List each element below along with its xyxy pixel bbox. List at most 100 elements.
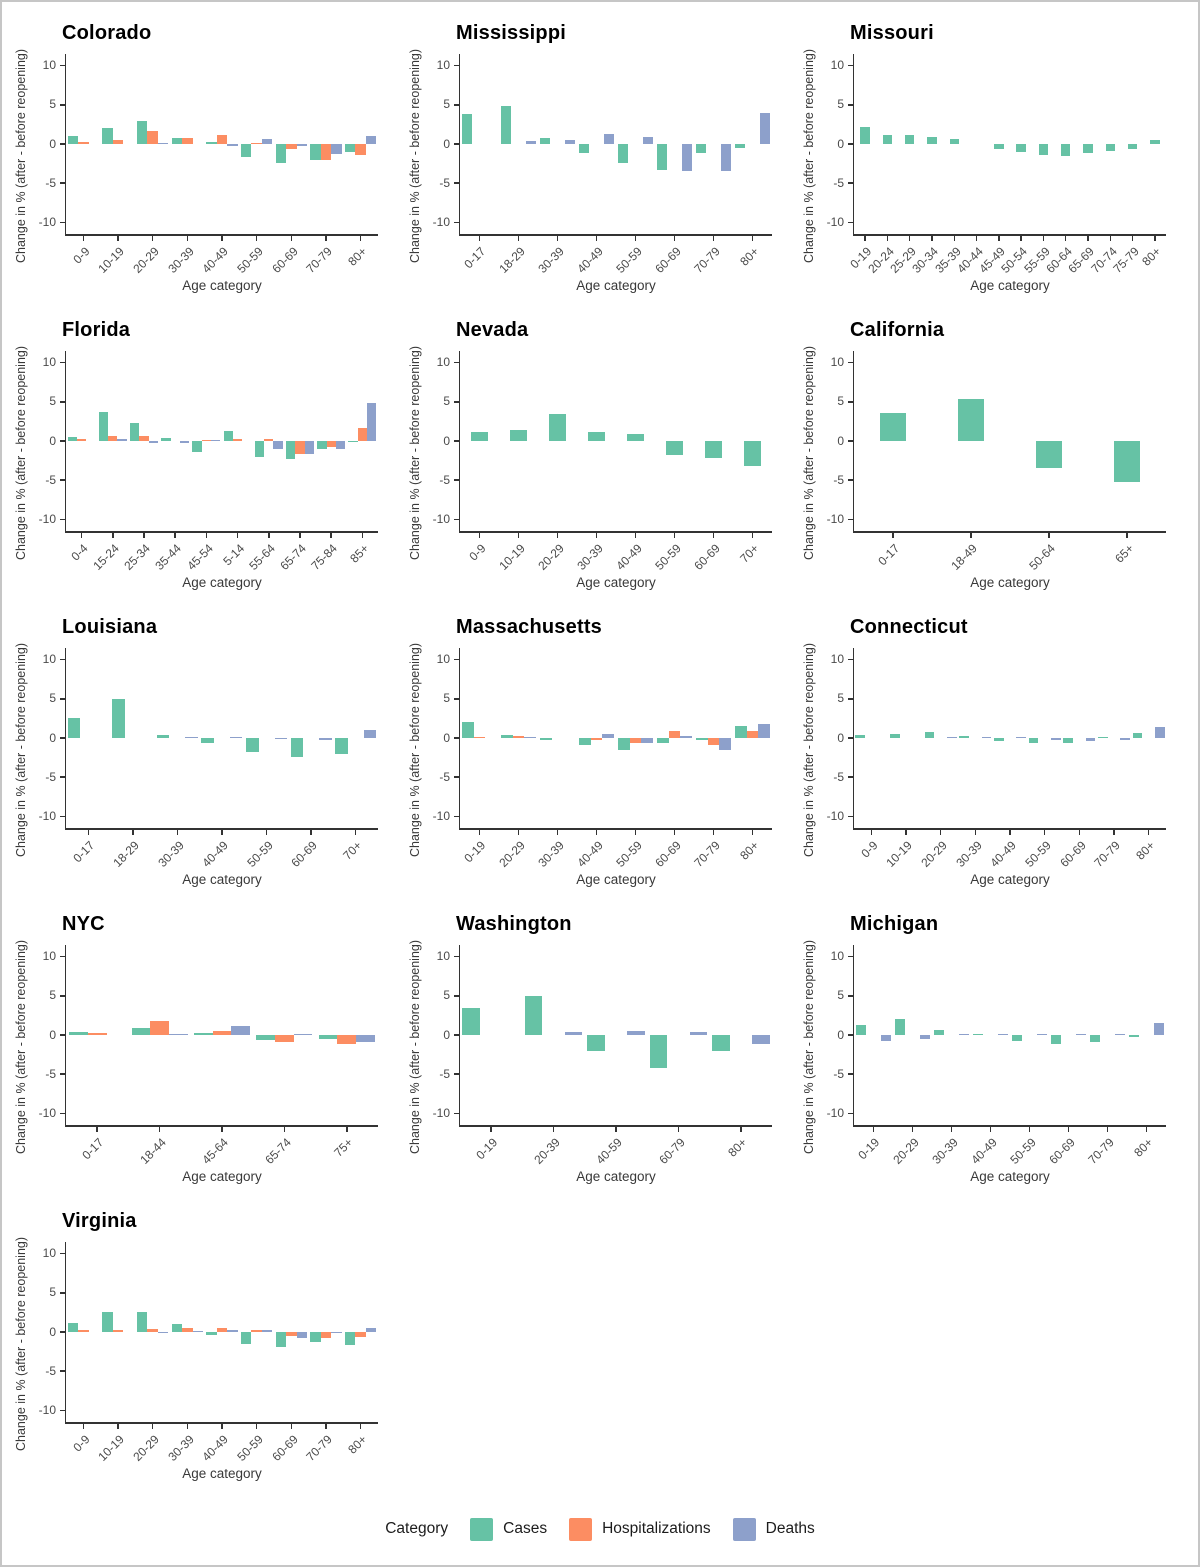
x-tick-mark [221, 829, 223, 835]
bar-deaths [603, 133, 615, 144]
bar-cases [1038, 144, 1049, 155]
x-tick-mark [1043, 829, 1046, 835]
x-tick-mark [346, 1126, 348, 1132]
x-tick-mark [911, 1126, 914, 1132]
x-tick-label: 0-19 [473, 1135, 501, 1163]
x-tick-mark [908, 235, 911, 241]
x-tick-mark [712, 235, 715, 241]
y-tick-mark [59, 518, 65, 520]
x-tick-mark [255, 1423, 258, 1429]
bar-cases [705, 441, 722, 459]
x-axis-line [852, 531, 1166, 533]
bar-deaths [564, 140, 576, 144]
bar-deaths [689, 1031, 708, 1035]
y-tick-label: -5 [45, 1066, 56, 1081]
bar-cases [69, 1032, 88, 1035]
bar-cases [254, 441, 265, 458]
x-tick-mark [615, 1126, 617, 1132]
y-tick-mark [59, 1409, 65, 1411]
x-tick-label: 20-29 [890, 1135, 922, 1167]
y-tick-mark [59, 440, 65, 442]
y-tick-label: 10 [830, 355, 844, 370]
x-tick-mark [151, 1423, 154, 1429]
y-axis-line [458, 54, 460, 236]
x-tick-mark [870, 829, 873, 835]
bar-deaths [720, 144, 732, 171]
x-tick-label: 60-69 [268, 1432, 301, 1464]
bar-cases [695, 738, 708, 740]
x-tick-label: 70-79 [691, 838, 723, 870]
y-tick-label: -5 [439, 175, 450, 190]
bar-deaths [958, 1033, 970, 1035]
x-tick-mark [556, 829, 559, 835]
x-tick-mark [1048, 532, 1050, 538]
y-tick-mark [453, 737, 459, 739]
legend-label-cases: Cases [503, 1520, 548, 1537]
x-tick-mark [1131, 235, 1134, 241]
y-tick-mark [453, 955, 459, 958]
x-tick-mark [712, 532, 715, 538]
bar-cases [1011, 1035, 1023, 1042]
x-tick-label: 50-64 [1026, 541, 1059, 573]
bar-cases [649, 1035, 668, 1068]
panel-title: Missouri [850, 22, 934, 44]
bar-deaths [211, 439, 221, 441]
bar-hospitalizations [232, 438, 243, 441]
x-tick-mark [751, 235, 754, 241]
bar-deaths [759, 113, 771, 144]
y-tick-mark [847, 440, 853, 442]
bar-cases [539, 738, 552, 741]
x-tick-label: 80+ [1133, 838, 1158, 863]
bar-cases [246, 738, 259, 753]
bar-cases [156, 734, 170, 738]
y-tick-mark [59, 143, 65, 145]
panel-florida: Florida Change in % (after - before reope… [10, 305, 404, 602]
panel-title: California [850, 319, 945, 341]
bar-cases [317, 441, 327, 449]
x-tick-label: 70-79 [691, 244, 723, 276]
bar-deaths [752, 1035, 770, 1045]
x-axis-label: Age category [182, 1169, 262, 1184]
x-tick-mark [905, 829, 907, 835]
y-tick-mark [453, 1073, 459, 1075]
bar-cases [241, 1332, 252, 1344]
y-tick-label: 5 [837, 97, 844, 112]
bar-deaths [148, 441, 159, 444]
bar-cases [1083, 144, 1093, 154]
bar-cases [860, 126, 870, 144]
y-tick-mark [453, 104, 459, 106]
x-tick-label: 80+ [345, 244, 370, 269]
x-axis-line [64, 234, 378, 236]
x-tick-mark [87, 829, 90, 835]
y-axis-label: Change in % (after - before reopening) [14, 940, 28, 1155]
y-tick-label: 0 [443, 730, 450, 745]
bar-cases [192, 441, 202, 452]
x-tick-mark [174, 532, 176, 538]
x-axis-line [458, 1125, 772, 1127]
x-tick-label: 10-19 [95, 244, 128, 276]
y-axis-line [852, 54, 854, 236]
y-tick-mark [59, 64, 65, 67]
x-tick-label: 70-79 [1085, 1135, 1117, 1167]
bar-deaths [319, 738, 332, 740]
x-tick-label: 40-49 [199, 244, 232, 276]
x-tick-mark [970, 532, 972, 538]
x-tick-mark [989, 1126, 992, 1132]
y-tick-mark [847, 401, 853, 403]
bar-deaths [981, 736, 992, 738]
bar-hospitalizations [212, 1031, 232, 1035]
x-tick-mark [1078, 829, 1081, 835]
bar-cases [994, 738, 1004, 741]
y-tick-mark [59, 698, 65, 700]
y-tick-mark [847, 995, 853, 997]
x-tick-label: 70+ [737, 541, 762, 566]
bar-deaths [719, 738, 732, 750]
x-tick-label: 0-17 [875, 541, 903, 569]
x-tick-mark [517, 235, 520, 241]
bar-cases [193, 1033, 213, 1035]
bar-hospitalizations [355, 144, 366, 155]
y-tick-label: 5 [49, 988, 56, 1003]
bar-cases [894, 1019, 906, 1035]
x-axis-label: Age category [970, 575, 1050, 590]
x-axis-label: Age category [576, 575, 656, 590]
